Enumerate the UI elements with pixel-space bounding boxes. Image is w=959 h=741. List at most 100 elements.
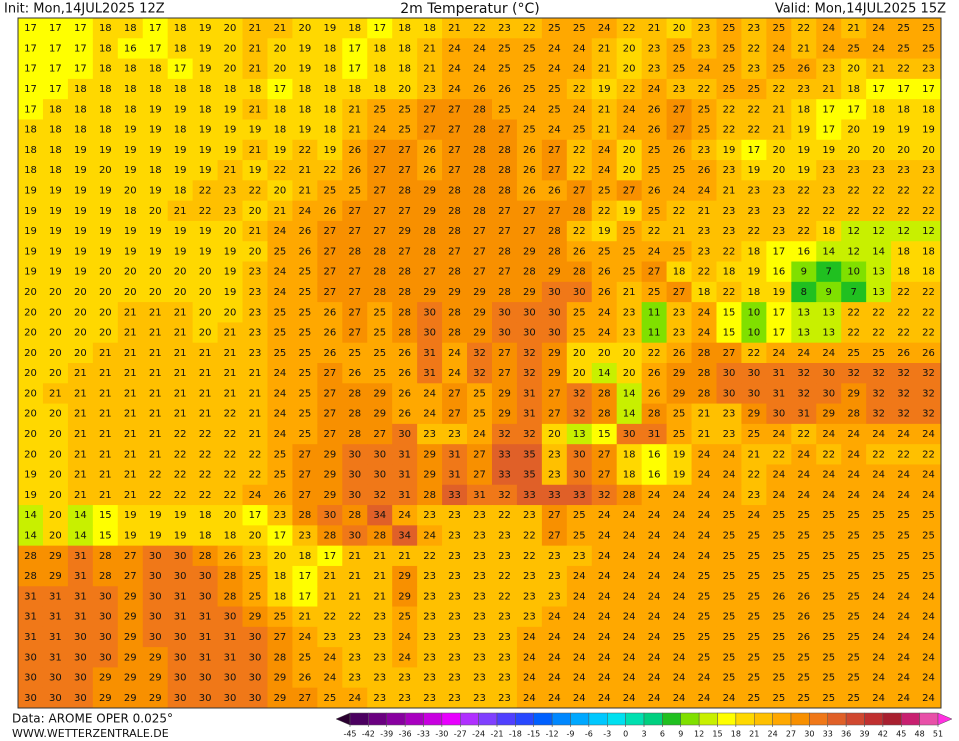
temperature-cell <box>666 160 693 181</box>
temperature-label: 23 <box>847 165 860 176</box>
temperature-cell <box>392 342 418 364</box>
temperature-cell <box>741 38 767 60</box>
temperature-label: 31 <box>648 429 661 440</box>
temperature-cell <box>691 363 717 384</box>
temperature-label: 30 <box>548 328 561 339</box>
temperature-label: 23 <box>373 612 386 623</box>
temperature-label: 24 <box>573 591 586 602</box>
temperature-cell <box>18 58 44 80</box>
temperature-label: 21 <box>174 348 187 359</box>
temperature-label: 25 <box>723 531 736 542</box>
temperature-cell <box>292 423 318 445</box>
temperature-label: 26 <box>573 246 586 257</box>
temperature-cell <box>716 261 742 283</box>
temperature-label: 25 <box>772 612 785 623</box>
temperature-label: 30 <box>423 328 436 339</box>
temperature-label: 31 <box>523 409 536 420</box>
temperature-label: 19 <box>598 226 611 237</box>
temperature-label: 21 <box>224 348 237 359</box>
temperature-cell <box>741 220 767 242</box>
temperature-cell <box>67 38 94 60</box>
legend-swatch <box>368 712 387 726</box>
temperature-cell <box>292 444 318 465</box>
temperature-label: 21 <box>149 409 162 420</box>
temperature-label: 19 <box>149 145 162 156</box>
temperature-label: 24 <box>698 470 711 481</box>
temperature-label: 23 <box>373 632 386 643</box>
temperature-cell <box>142 363 169 384</box>
temperature-label: 30 <box>498 328 511 339</box>
temperature-label: 27 <box>299 470 312 481</box>
temperature-label: 28 <box>473 186 486 197</box>
legend-swatch <box>386 712 406 726</box>
temperature-cell <box>591 58 618 80</box>
temperature-label: 25 <box>648 206 661 217</box>
temperature-label: 23 <box>448 693 461 704</box>
temperature-label: 25 <box>847 693 860 704</box>
temperature-cell <box>192 220 219 242</box>
temperature-cell <box>566 383 593 405</box>
temperature-cell <box>516 180 543 202</box>
temperature-label: 27 <box>299 693 312 704</box>
temperature-cell <box>392 261 418 283</box>
temperature-label: 27 <box>323 267 336 278</box>
temperature-label: 32 <box>897 388 910 399</box>
temperature-cell <box>866 302 892 323</box>
temperature-label: 28 <box>448 206 461 217</box>
temperature-label: 19 <box>124 510 137 521</box>
temperature-label: 27 <box>323 246 336 257</box>
temperature-cell <box>716 139 742 161</box>
temperature-label: 30 <box>748 388 761 399</box>
temperature-cell <box>92 281 119 303</box>
temperature-label: 22 <box>598 206 611 217</box>
temperature-label: 19 <box>74 246 87 257</box>
temperature-label: 24 <box>523 673 536 684</box>
temperature-label: 24 <box>448 348 461 359</box>
temperature-cell <box>267 403 293 425</box>
temperature-label: 23 <box>548 591 561 602</box>
temperature-cell <box>142 403 169 425</box>
temperature-label: 24 <box>623 591 636 602</box>
temperature-cell <box>117 444 144 465</box>
temperature-label: 24 <box>872 652 885 663</box>
temperature-label: 24 <box>523 652 536 663</box>
temperature-label: 31 <box>199 612 212 623</box>
temperature-cell <box>292 78 318 100</box>
temperature-label: 32 <box>498 429 511 440</box>
legend-tick-label: 18 <box>731 730 741 739</box>
temperature-cell <box>18 99 44 120</box>
temperature-label: 24 <box>573 612 586 623</box>
temperature-cell <box>666 423 693 445</box>
temperature-cell <box>67 200 94 222</box>
temperature-cell <box>816 38 842 60</box>
temperature-cell <box>591 342 618 364</box>
temperature-cell <box>18 261 44 283</box>
temperature-cell <box>317 180 343 202</box>
temperature-label: 28 <box>24 571 37 582</box>
temperature-cell <box>192 302 219 323</box>
temperature-label: 16 <box>772 267 785 278</box>
temperature-cell <box>816 200 842 222</box>
temperature-label: 19 <box>99 206 112 217</box>
temperature-cell <box>442 261 468 283</box>
temperature-cell <box>42 220 69 242</box>
temperature-label: 27 <box>299 490 312 501</box>
legend-swatch <box>809 712 828 726</box>
temperature-label: 26 <box>673 348 686 359</box>
temperature-cell <box>467 281 493 303</box>
temperature-label: 24 <box>573 673 586 684</box>
temperature-label: 24 <box>897 470 910 481</box>
temperature-label: 25 <box>897 571 910 582</box>
temperature-cell <box>541 139 568 161</box>
temperature-label: 30 <box>149 571 162 582</box>
temperature-cell <box>916 322 942 344</box>
temperature-cell <box>641 160 668 181</box>
temperature-cell <box>217 160 244 181</box>
temperature-label: 23 <box>723 226 736 237</box>
temperature-label: 24 <box>847 490 860 501</box>
temperature-label: 19 <box>748 267 761 278</box>
temperature-label: 18 <box>24 125 37 136</box>
temperature-cell <box>217 444 244 465</box>
temperature-cell <box>791 38 817 60</box>
temperature-label: 23 <box>748 64 761 75</box>
